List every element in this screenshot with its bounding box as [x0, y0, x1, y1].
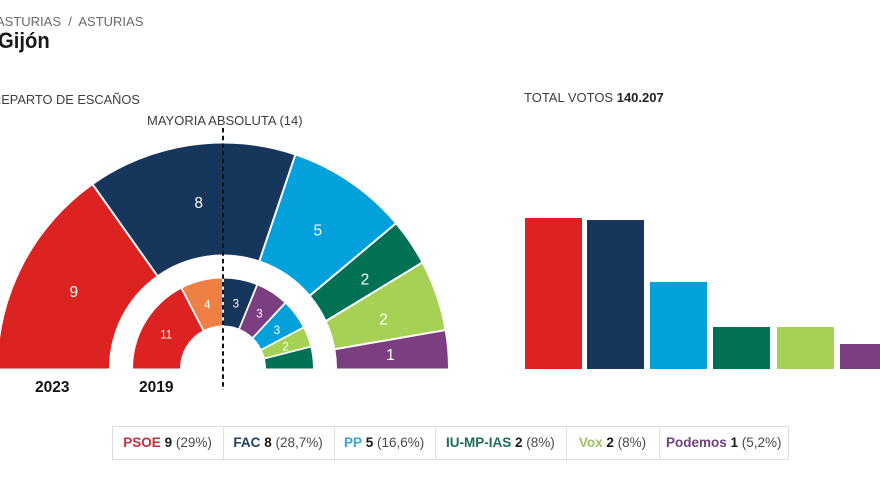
svg-text:3: 3: [274, 325, 280, 337]
svg-text:8: 8: [194, 195, 203, 212]
svg-text:5: 5: [313, 223, 322, 240]
svg-text:4: 4: [204, 299, 211, 311]
svg-text:2: 2: [361, 271, 370, 288]
svg-text:2: 2: [379, 312, 388, 329]
svg-text:9: 9: [69, 284, 78, 301]
svg-text:3: 3: [233, 299, 239, 311]
svg-text:2: 2: [282, 342, 288, 354]
svg-text:1: 1: [386, 347, 395, 364]
svg-text:11: 11: [160, 329, 172, 341]
svg-text:3: 3: [256, 308, 262, 320]
